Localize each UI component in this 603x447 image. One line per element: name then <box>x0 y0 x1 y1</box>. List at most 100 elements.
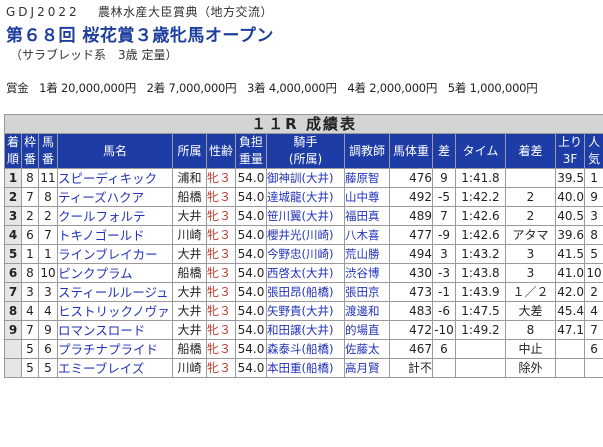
horse-name-link[interactable]: ラインブレイカー <box>57 244 173 264</box>
trainer-link[interactable]: 佐藤太 <box>344 339 390 359</box>
last-3f: 39.5 <box>555 168 585 188</box>
horse-name-link[interactable]: ヒストリックノヴァ <box>57 301 173 321</box>
weight-diff: 6 <box>432 339 456 359</box>
race-condition: （サラブレッド系 3歳 定量） <box>10 48 178 62</box>
header-time: タイム <box>455 133 506 169</box>
horse-name-link[interactable]: エミーブレイズ <box>57 358 173 378</box>
gate-number: 3 <box>21 282 39 302</box>
jockey-link[interactable]: 森泰斗(船橋) <box>266 339 345 359</box>
jockey-link[interactable]: 矢野貴(大井) <box>266 301 345 321</box>
horse-number: 8 <box>38 187 58 207</box>
body-weight: 494 <box>389 244 433 264</box>
finish-margin: 8 <box>505 320 556 340</box>
table-row: 6 8 10 ピンクプラム 船橋 牝３ 54.0 西啓太(大井) 渋谷博 430 -3 1:43.8 3… <box>4 263 603 283</box>
table-row: 5 6 プラチナプライド 船橋 牝３ 54.0 森泰斗(船橋) 佐藤太 467 6 中止 6 <box>4 339 603 359</box>
body-weight: 計不 <box>389 358 433 378</box>
weight-diff <box>432 358 456 378</box>
body-weight: 492 <box>389 187 433 207</box>
horse-affiliation: 船橋 <box>172 339 207 359</box>
jockey-link[interactable]: 御神訓(大井) <box>266 168 345 188</box>
sex-age: 牝３ <box>206 187 236 207</box>
table-title: １１R 成績表 <box>3 114 603 134</box>
race-title: 第６８回 桜花賞３歳牝馬オープン <box>6 26 274 46</box>
last-3f: 41.0 <box>555 263 585 283</box>
trainer-link[interactable]: 的場直 <box>344 320 390 340</box>
header-rank: 着順 <box>4 133 22 169</box>
header-trainer: 調教師 <box>344 133 390 169</box>
gate-number: 7 <box>21 320 39 340</box>
race-time: 1:43.8 <box>455 263 506 283</box>
table-row: 1 8 11 スピーディキック 浦和 牝３ 54.0 御神訓(大井) 藤原智 476 9 1:41.8… <box>4 168 603 188</box>
jockey-link[interactable]: 達城龍(大井) <box>266 187 345 207</box>
jockey-link[interactable]: 西啓太(大井) <box>266 263 345 283</box>
horse-name-link[interactable]: スティールルージュ <box>57 282 173 302</box>
result-rank: 1 <box>4 168 22 188</box>
race-time: 1:49.2 <box>455 320 506 340</box>
header-jockey: 騎手 (所属) <box>266 133 345 169</box>
body-weight: 489 <box>389 206 433 226</box>
body-weight: 477 <box>389 225 433 245</box>
horse-affiliation: 船橋 <box>172 187 207 207</box>
race-time: 1:42.6 <box>455 206 506 226</box>
weight-diff: -3 <box>432 263 456 283</box>
horse-name-link[interactable]: ピンクプラム <box>57 263 173 283</box>
org-label: GDJ2022 <box>6 5 80 19</box>
table-row: 3 2 2 クールフォルテ 大井 牝３ 54.0 笹川翼(大井) 福田真 489 7 1:42.6 2 4… <box>4 206 603 226</box>
trainer-link[interactable]: 渋谷博 <box>344 263 390 283</box>
jockey-link[interactable]: 張田昂(船橋) <box>266 282 345 302</box>
last-3f: 41.5 <box>555 244 585 264</box>
carried-weight: 54.0 <box>235 187 267 207</box>
horse-affiliation: 大井 <box>172 301 207 321</box>
finish-margin <box>505 168 556 188</box>
trainer-link[interactable]: 藤原智 <box>344 168 390 188</box>
table-header-row: 着順 枠番 馬番 馬名 所属 性齢 負担 重量 騎手 (所属) 調教師 馬体重 差 … <box>4 133 603 169</box>
jockey-link[interactable]: 笹川翼(大井) <box>266 206 345 226</box>
gate-number: 1 <box>21 244 39 264</box>
prize-3: 3着 4,000,000円 <box>246 81 337 95</box>
horse-affiliation: 大井 <box>172 206 207 226</box>
jockey-link[interactable]: 本田重(船橋) <box>266 358 345 378</box>
finish-margin: 3 <box>505 263 556 283</box>
finish-margin: １／２ <box>505 282 556 302</box>
jockey-link[interactable]: 和田譲(大井) <box>266 320 345 340</box>
popularity: 5 <box>583 244 603 264</box>
horse-name-link[interactable]: ティーズハクア <box>57 187 173 207</box>
horse-number: 7 <box>38 225 58 245</box>
header-uma: 馬番 <box>38 133 58 169</box>
body-weight: 430 <box>389 263 433 283</box>
prize-5: 5着 1,000,000円 <box>447 81 538 95</box>
jockey-link[interactable]: 今野忠(川崎) <box>266 244 345 264</box>
header-diff: 差 <box>432 133 456 169</box>
popularity: 2 <box>583 282 603 302</box>
trainer-link[interactable]: 張田京 <box>344 282 390 302</box>
table-row: 9 7 9 ロマンスロード 大井 牝３ 54.0 和田譲(大井) 的場直 472 -10 1:49.2… <box>4 320 603 340</box>
horse-affiliation: 大井 <box>172 282 207 302</box>
gate-number: 2 <box>21 206 39 226</box>
trainer-link[interactable]: 山中尊 <box>344 187 390 207</box>
trainer-link[interactable]: 八木喜 <box>344 225 390 245</box>
horse-name-link[interactable]: プラチナプライド <box>57 339 173 359</box>
trainer-link[interactable]: 渡邊和 <box>344 301 390 321</box>
horse-name-link[interactable]: ロマンスロード <box>57 320 173 340</box>
trainer-link[interactable]: 高月賢 <box>344 358 390 378</box>
horse-name-link[interactable]: スピーディキック <box>57 168 173 188</box>
carried-weight: 54.0 <box>235 168 267 188</box>
popularity: 6 <box>583 339 603 359</box>
popularity: 8 <box>583 225 603 245</box>
finish-margin: 中止 <box>505 339 556 359</box>
horse-name-link[interactable]: クールフォルテ <box>57 206 173 226</box>
prize-1: 1着 20,000,000円 <box>39 81 137 95</box>
horse-number: 11 <box>38 168 58 188</box>
trainer-link[interactable]: 福田真 <box>344 206 390 226</box>
carried-weight: 54.0 <box>235 282 267 302</box>
finish-margin: 除外 <box>505 358 556 378</box>
gate-number: 5 <box>21 339 39 359</box>
result-rank <box>4 358 22 378</box>
horse-name-link[interactable]: トキノゴールド <box>57 225 173 245</box>
table-row: 8 4 4 ヒストリックノヴァ 大井 牝３ 54.0 矢野貴(大井) 渡邊和 483 -6 1:47.… <box>4 301 603 321</box>
header-weight: 負担 重量 <box>235 133 267 169</box>
trainer-link[interactable]: 荒山勝 <box>344 244 390 264</box>
weight-diff: 3 <box>432 244 456 264</box>
jockey-link[interactable]: 櫻井光(川崎) <box>266 225 345 245</box>
last-3f: 45.4 <box>555 301 585 321</box>
